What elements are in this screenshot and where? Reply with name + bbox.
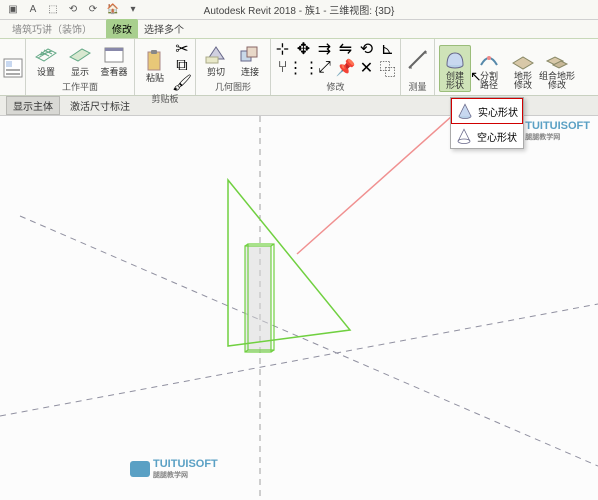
panel-workplane: 设置 显示 查看器 工作平面 — [26, 39, 135, 95]
measure-icon — [406, 48, 430, 72]
panel-properties — [0, 39, 26, 95]
mouse-cursor: ↖ — [470, 68, 482, 85]
panel-label: 修改 — [326, 79, 344, 95]
ribbon-tabs: 墙筑巧讲（装饰） 修改 选择多个 — [0, 20, 598, 38]
copy-button[interactable]: ⿻ — [379, 60, 397, 76]
panel-clipboard: 粘贴 ✂ ⧉ 🖌 剪贴板 — [135, 39, 196, 95]
array-button[interactable]: ⋮⋮ — [295, 60, 313, 76]
match-small-button[interactable]: 🖌 — [173, 75, 191, 91]
floor-modify-button[interactable]: 地形 修改 — [507, 47, 539, 90]
qat-item[interactable]: A — [26, 3, 40, 17]
create-form-button[interactable]: 创建 形状 — [439, 45, 471, 92]
join-geom-icon — [238, 43, 262, 67]
solid-form-item[interactable]: 实心形状 — [451, 98, 523, 124]
combine-floor-icon — [545, 47, 569, 71]
qat-item[interactable]: ⟳ — [86, 3, 100, 17]
qat-item[interactable]: ⬚ — [46, 3, 60, 17]
panel-measure: 测量 — [401, 39, 435, 95]
grid-icon — [34, 43, 58, 67]
viewer-icon — [102, 43, 126, 67]
tab-select-many[interactable]: 选择多个 — [138, 19, 190, 38]
context-label: 墙筑巧讲（装饰） — [6, 19, 98, 38]
panel-modify: ⊹ ✥ ⇉ ⇋ ⟲ ⊾ ⑂ ⋮⋮ ⤢ 📌 ✕ ⿻ 修改 — [271, 39, 401, 95]
properties-icon — [1, 56, 25, 80]
panel-geometry: 剪切 连接 几何图形 — [196, 39, 271, 95]
create-form-icon — [443, 47, 467, 71]
solid-cone-icon — [456, 102, 474, 120]
rotate-button[interactable]: ⟲ — [358, 41, 376, 57]
watermark-bottom: TUITUISOFT 腿腿教学网 — [130, 458, 218, 480]
paste-icon — [143, 49, 167, 73]
copy-small-button[interactable]: ⧉ — [173, 58, 191, 74]
viewport-3d[interactable]: TUITUISOFT 腿腿教学网 TUITUISOFT 腿腿教学网 — [0, 116, 598, 500]
delete-button[interactable]: ✕ — [358, 60, 376, 76]
void-form-item[interactable]: 空心形状 — [451, 124, 523, 148]
grid-show-icon — [68, 43, 92, 67]
tab-modify[interactable]: 修改 — [106, 19, 138, 38]
create-form-dropdown: 实心形状 空心形状 — [450, 97, 524, 149]
offset-button[interactable]: ⇉ — [316, 41, 334, 57]
qat-item[interactable]: ▾ — [126, 3, 140, 17]
window-title: Autodesk Revit 2018 - 族1 - 三维视图: {3D} — [204, 2, 395, 17]
combine-floor-button[interactable]: 组合地形 修改 — [541, 47, 573, 90]
qat-logo: ▣ — [6, 3, 20, 17]
show-host-chip[interactable]: 显示主体 — [6, 96, 60, 115]
paste-button[interactable]: 粘贴 — [139, 49, 171, 83]
watermark-icon — [130, 461, 150, 477]
activate-dims-label[interactable]: 激活尺寸标注 — [70, 98, 130, 113]
panel-label: 测量 — [408, 79, 426, 95]
join-geom-button[interactable]: 连接 — [234, 43, 266, 77]
qat-item[interactable]: ⟲ — [66, 3, 80, 17]
trim-button[interactable]: ⊾ — [379, 41, 397, 57]
cut-small-button[interactable]: ✂ — [173, 41, 191, 57]
split-path-icon — [477, 47, 501, 71]
properties-button[interactable] — [0, 56, 29, 80]
panel-form: 创建 形状 分割 路径 地形 修改 组合地形 修改 — [435, 39, 573, 95]
show-workplane-button[interactable]: 显示 — [64, 43, 96, 77]
void-cone-icon — [455, 127, 473, 145]
panel-label: 几何图形 — [215, 79, 251, 95]
viewport-canvas — [0, 116, 598, 500]
pin-button[interactable]: 📌 — [337, 60, 355, 76]
cut-geom-icon — [204, 43, 228, 67]
set-workplane-button[interactable]: 设置 — [30, 43, 62, 77]
move-button[interactable]: ✥ — [295, 41, 313, 57]
viewer-button[interactable]: 查看器 — [98, 43, 130, 77]
measure-button[interactable] — [402, 48, 434, 72]
scale-button[interactable]: ⤢ — [316, 60, 334, 76]
cut-geom-button[interactable]: 剪切 — [200, 43, 232, 77]
panel-label: 剪贴板 — [151, 91, 178, 107]
align-button[interactable]: ⊹ — [274, 41, 292, 57]
quick-access-toolbar: ▣ A ⬚ ⟲ ⟳ 🏠 ▾ Autodesk Revit 2018 - 族1 -… — [0, 0, 598, 20]
panel-label: 工作平面 — [62, 79, 98, 95]
qat-item[interactable]: 🏠 — [106, 3, 120, 17]
mirror-button[interactable]: ⇋ — [337, 41, 355, 57]
ribbon: 设置 显示 查看器 工作平面 粘贴 ✂ ⧉ 🖌 剪贴板 — [0, 38, 598, 96]
floor-icon — [511, 47, 535, 71]
